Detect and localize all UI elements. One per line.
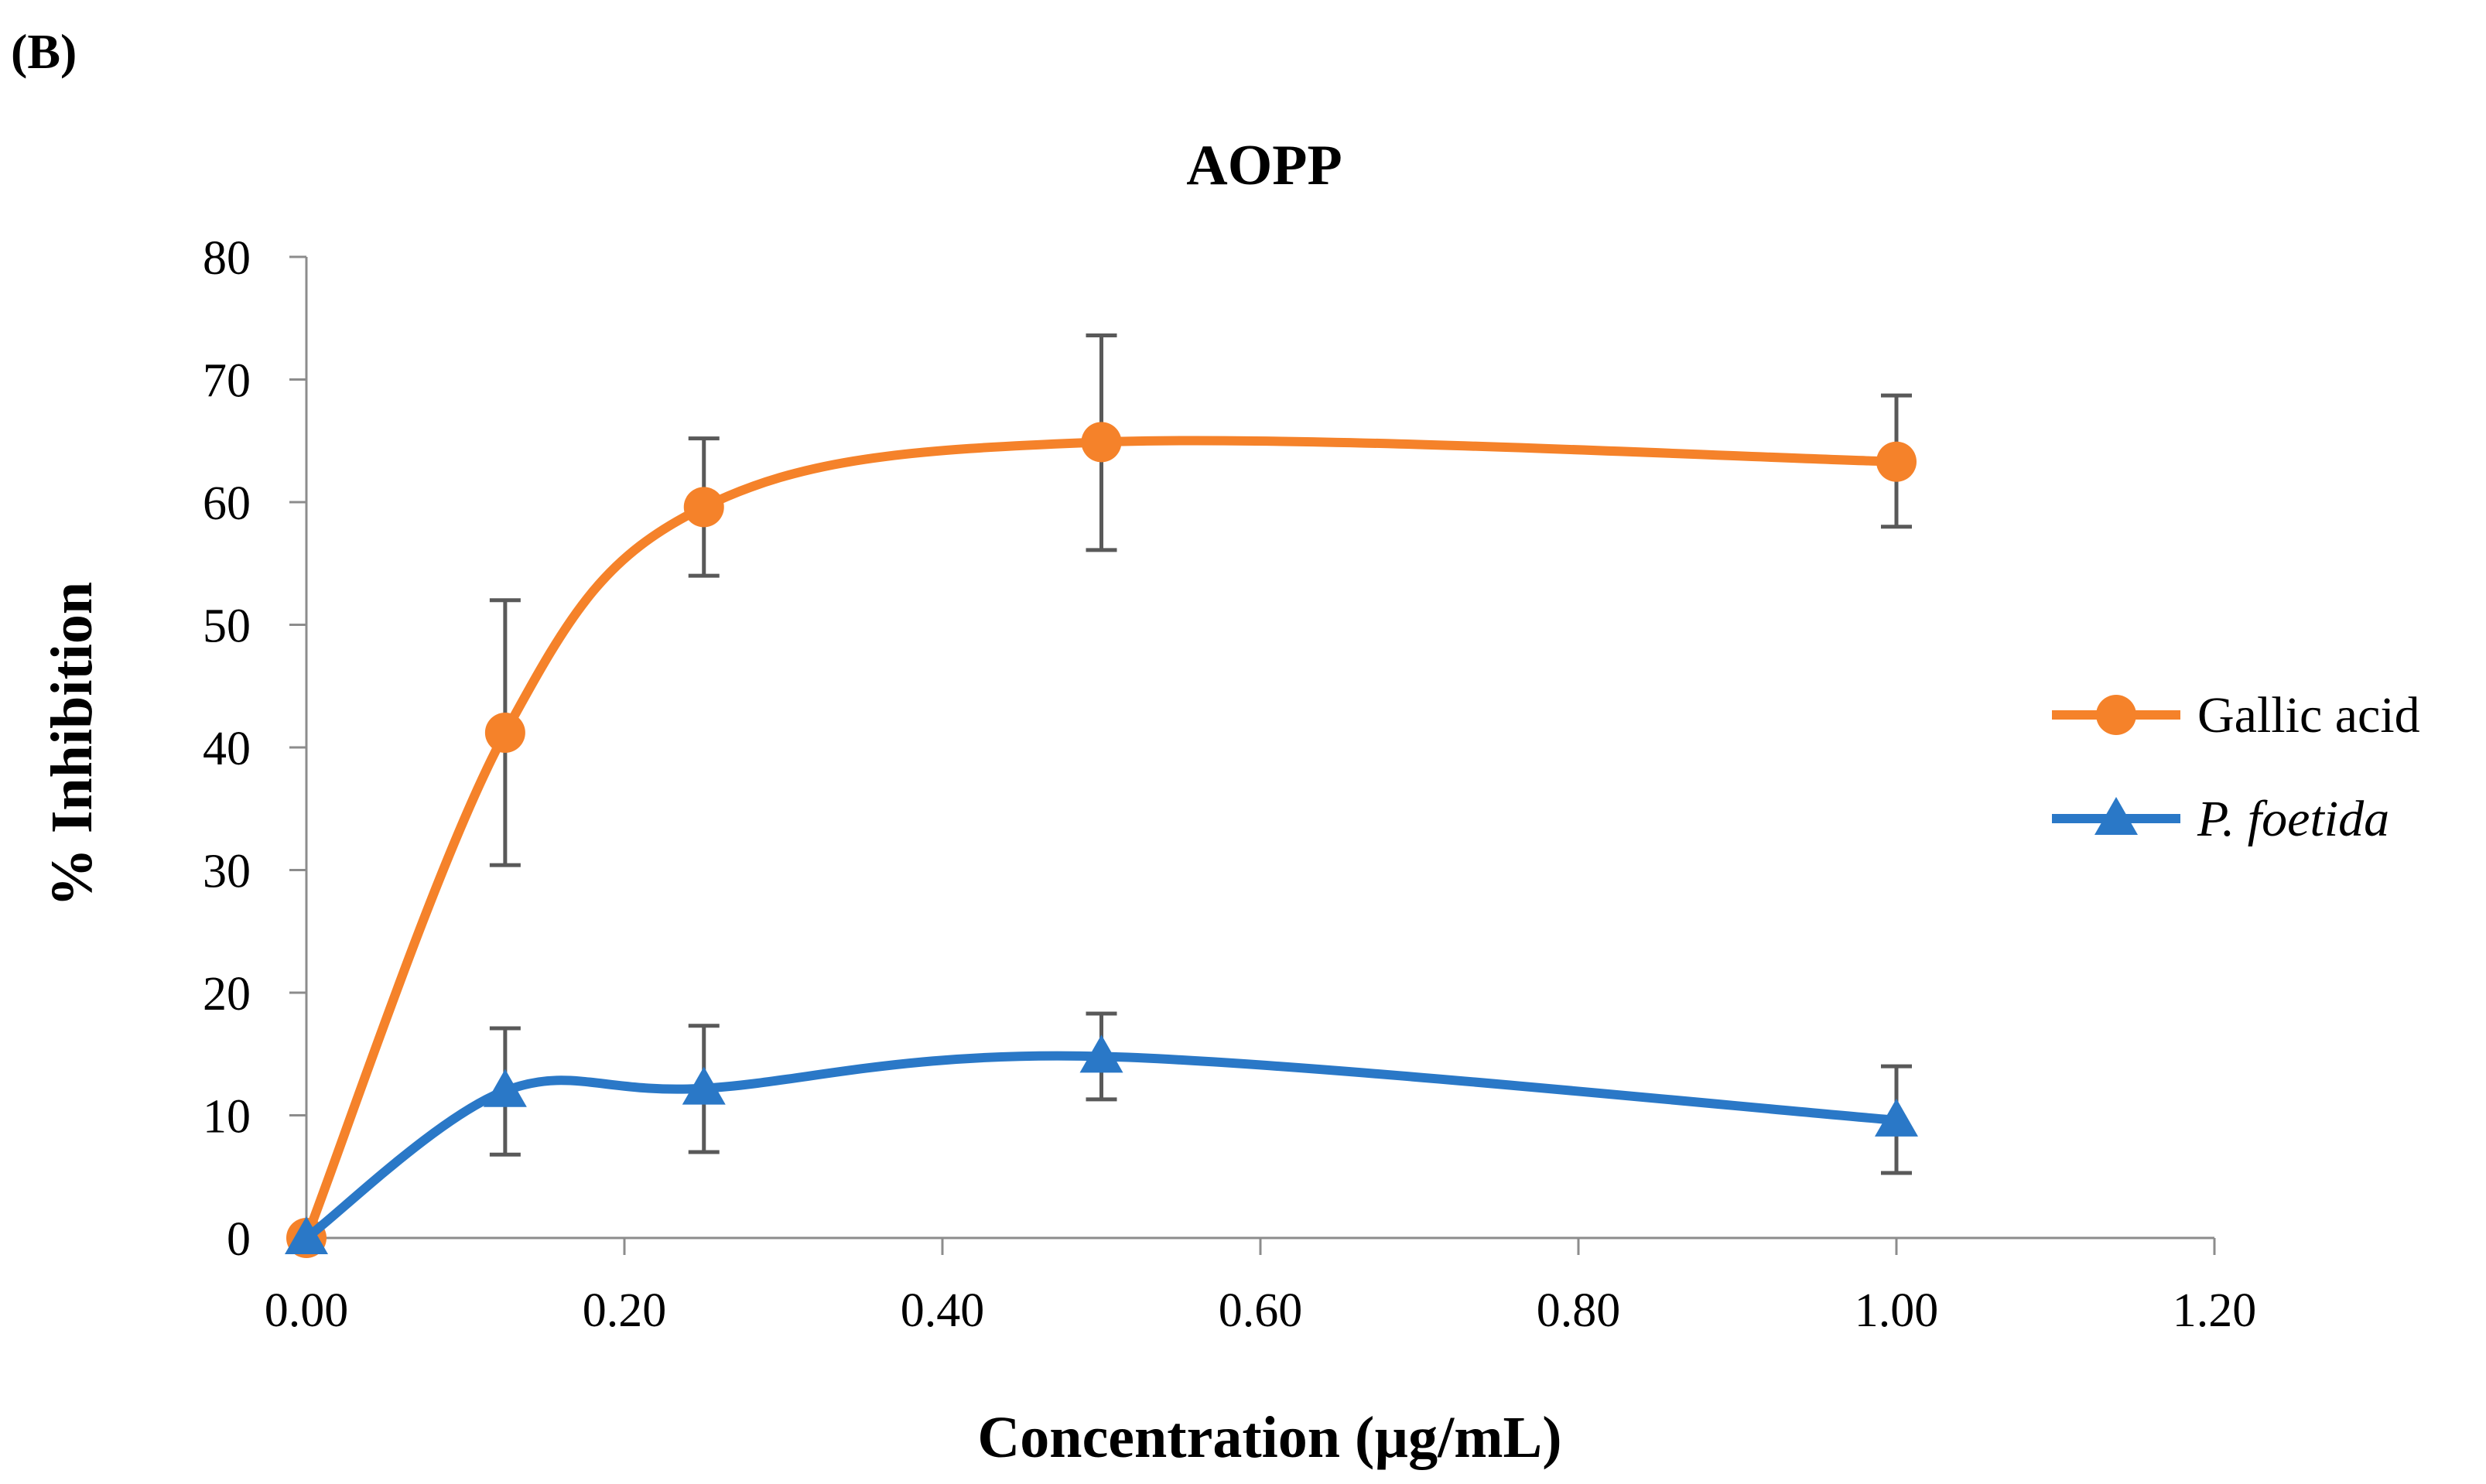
- y-tick-label: 30: [203, 846, 251, 898]
- data-point-p-foetida: [1875, 1098, 1918, 1137]
- x-tick-label: 0.20: [583, 1284, 667, 1337]
- legend: Gallic acid P. foetida: [2052, 687, 2420, 847]
- y-tick-label: 10: [203, 1091, 251, 1144]
- y-tick-label: 0: [227, 1213, 251, 1266]
- y-tick-label: 50: [203, 600, 251, 653]
- x-tick-label: 0.00: [265, 1284, 349, 1337]
- data-point-gallic-acid: [1081, 422, 1122, 463]
- plot-area: 0 10 20 30 40 50 60 70 80 0.00 0.20 0.40 0.60 0.80 1.0…: [203, 232, 2256, 1337]
- y-tick-label: 70: [203, 355, 251, 408]
- legend-marker-gallic-acid: [2096, 695, 2136, 735]
- data-point-p-foetida: [1079, 1034, 1123, 1073]
- chart-title: AOPP: [1186, 134, 1342, 197]
- series-line-p-foetida: [302, 1051, 1901, 1243]
- data-point-gallic-acid: [1876, 441, 1917, 482]
- panel-label: (B): [11, 24, 77, 79]
- series-line-gallic-acid: [302, 436, 1901, 1243]
- x-tick-label: 1.20: [2173, 1284, 2257, 1337]
- x-tick-label: 1.00: [1855, 1284, 1939, 1337]
- legend-marker-p-foetida: [2094, 797, 2138, 835]
- legend-label-p-foetida: P. foetida: [2197, 791, 2389, 847]
- legend-label-gallic-acid: Gallic acid: [2197, 687, 2420, 744]
- y-tick-label: 80: [203, 232, 251, 285]
- y-tick-label: 20: [203, 968, 251, 1021]
- data-point-p-foetida: [285, 1216, 328, 1254]
- x-axis-title: Concentration (µg/mL): [977, 1405, 1561, 1470]
- y-tick-label: 40: [203, 723, 251, 775]
- data-point-gallic-acid: [683, 487, 724, 528]
- y-tick-label: 60: [203, 477, 251, 530]
- x-tick-label: 0.40: [901, 1284, 985, 1337]
- x-tick-label: 0.60: [1219, 1284, 1303, 1337]
- data-point-p-foetida: [483, 1069, 527, 1107]
- y-axis-title: % Inhibition: [39, 582, 104, 907]
- data-point-p-foetida: [682, 1066, 726, 1105]
- x-tick-label: 0.80: [1537, 1284, 1621, 1337]
- data-point-gallic-acid: [484, 712, 525, 753]
